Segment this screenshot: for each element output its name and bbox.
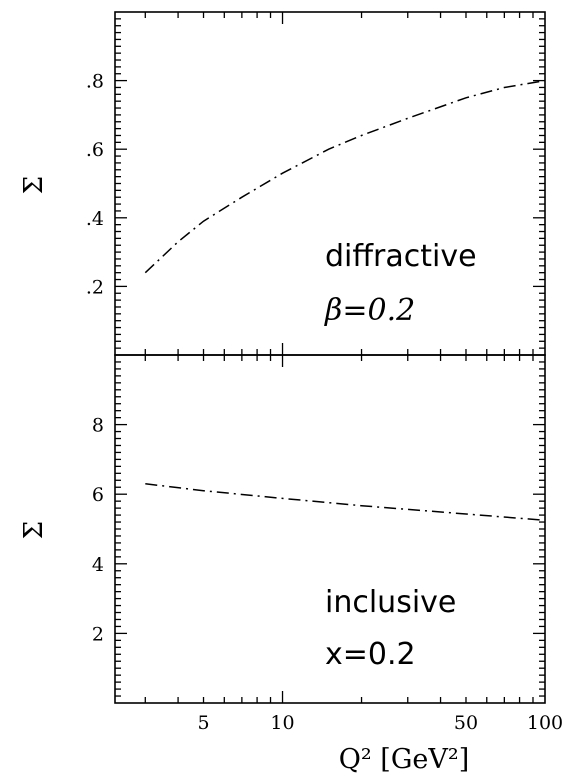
y-tick-label: .6 (86, 139, 104, 161)
bottom-panel-series (145, 483, 546, 522)
series-line (144, 79, 546, 274)
top-annotation-param: β=0.2 (324, 293, 415, 328)
y-tick-label: 2 (92, 623, 104, 645)
bottom-panel-ticks (115, 355, 545, 703)
bottom-annotation-param: x=0.2 (325, 637, 416, 672)
y-tick-label: .8 (86, 71, 104, 93)
y-tick-label: 8 (92, 415, 104, 437)
x-axis-label: Q² [GeV²] (339, 744, 469, 775)
y-tick-label: 6 (92, 484, 104, 506)
y-tick-label: .4 (86, 208, 104, 230)
bottom-y-axis-label: Σ (19, 521, 49, 539)
top-panel-ticks (115, 12, 545, 355)
bottom-annotation-title: inclusive (325, 585, 456, 620)
top-y-axis-label: Σ (19, 176, 49, 194)
tick-labels: .2 .4 .6 .8 2 4 6 8 5 10 50 100 (86, 71, 563, 734)
x-tick-label: 5 (197, 712, 209, 734)
x-tick-label: 10 (270, 712, 294, 734)
y-tick-label: .2 (86, 276, 104, 298)
x-tick-label: 100 (527, 712, 563, 734)
top-panel-series (144, 79, 546, 274)
x-tick-label: 50 (454, 712, 478, 734)
y-tick-label: 4 (92, 554, 104, 576)
top-annotation-title: diffractive (325, 239, 477, 274)
series-line (145, 483, 546, 522)
